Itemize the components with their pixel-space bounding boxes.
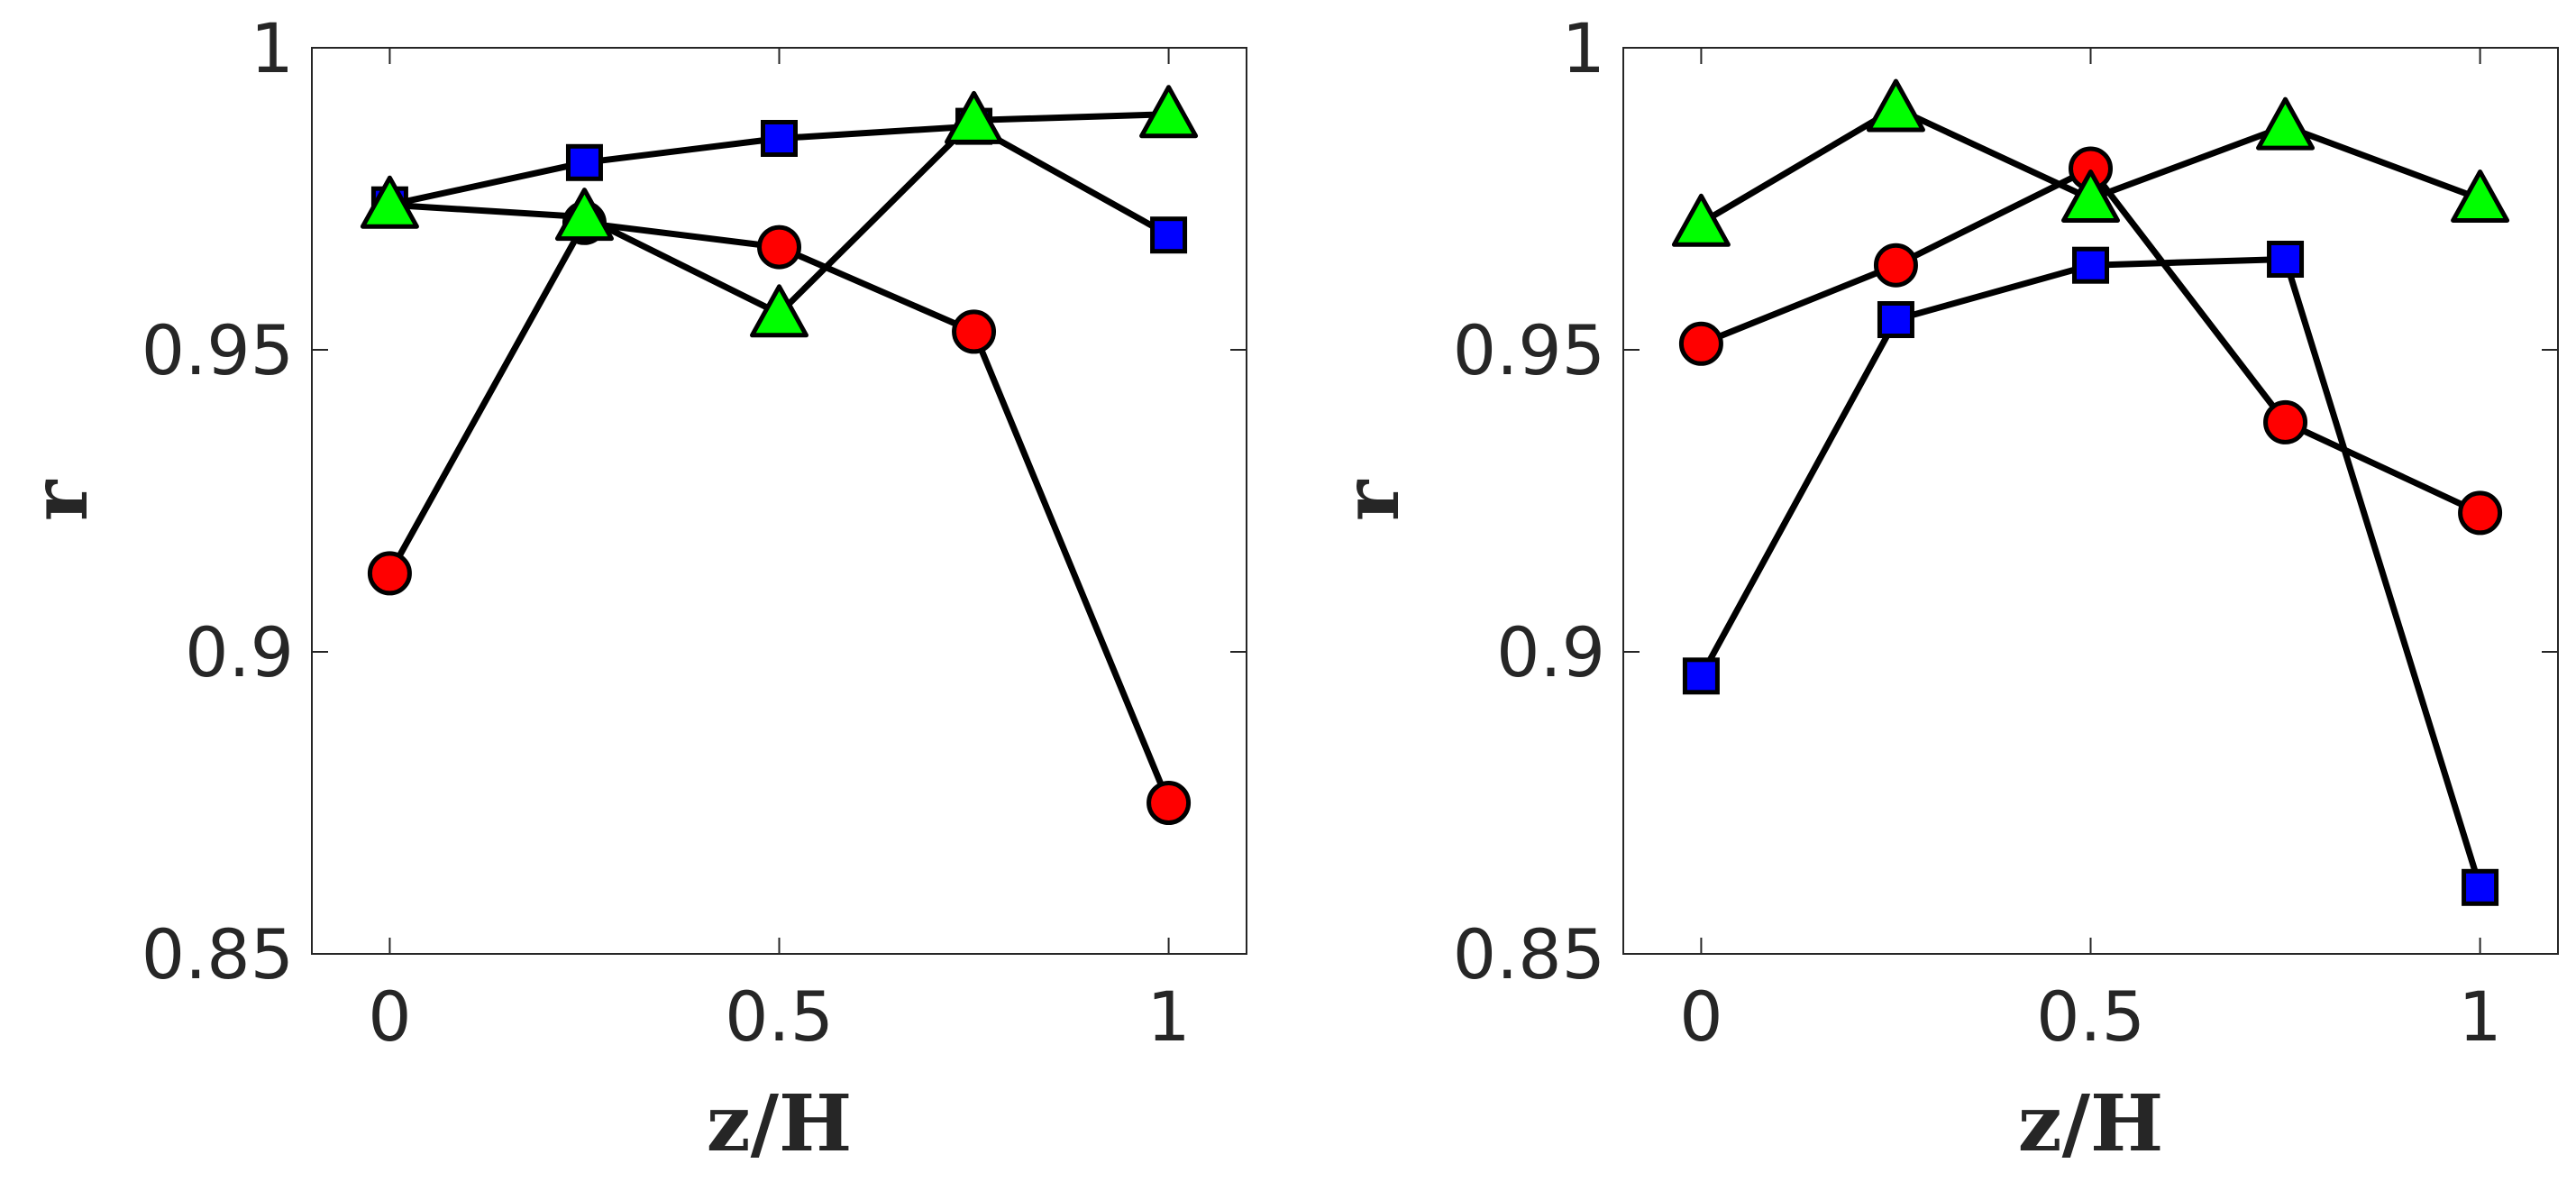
x-axis-label: z/H [2018,1078,2164,1169]
y-tick-label: 1 [1562,8,1605,88]
data-point-square [2072,246,2109,284]
data-point-square [761,120,798,157]
chart-panel-1: 0.85 0.9 0.95 1 0 0.5 1 z/H r [14,8,1247,1169]
x-tick-label: 0.5 [2036,976,2145,1057]
data-point-square [2462,868,2499,906]
data-point-triangle [360,175,419,229]
y-axis-label: r [1326,479,1417,521]
data-point-triangle [945,90,1004,144]
y-tick-label: 0.9 [1496,612,1605,692]
y-tick-label: 0.85 [1453,914,1605,994]
x-tick-label: 1 [1146,976,1190,1057]
x-tick-label: 0 [1679,976,1722,1057]
data-point-triangle [1866,78,1925,133]
data-point-circle [2263,399,2308,444]
y-tick-label: 0.95 [1453,310,1605,390]
data-point-circle [1678,321,1723,366]
data-point-square [2267,241,2305,278]
data-point-square [1877,301,1914,338]
y-tick-label: 0.95 [142,310,294,390]
data-point-circle [757,224,801,270]
x-tick-label: 0 [368,976,411,1057]
data-point-triangle [1139,85,1199,139]
data-point-triangle [750,284,808,338]
y-tick-label: 0.85 [142,914,294,994]
plot-area [311,47,1247,955]
data-point-triangle [2061,169,2120,223]
data-point-square [1150,216,1188,254]
data-point-triangle [2256,96,2316,151]
data-point-triangle [2451,169,2510,223]
data-point-square [1682,657,1720,695]
x-tick-label: 0.5 [725,976,834,1057]
data-point-circle [952,309,997,354]
data-point-triangle [554,188,614,242]
data-point-triangle [1671,193,1731,247]
data-point-circle [1146,781,1192,825]
data-point-square [565,143,603,181]
data-point-circle [1873,243,1918,288]
y-tick-label: 1 [251,8,294,88]
data-point-circle [367,551,412,596]
y-axis-label: r [14,479,105,521]
data-point-circle [2458,490,2503,536]
x-axis-label: z/H [707,1078,853,1169]
x-tick-label: 1 [2458,976,2501,1057]
y-tick-label: 0.9 [185,612,294,692]
chart-panel-2: 0.85 0.9 0.95 1 0 0.5 1 z/H r [1326,8,2559,1169]
